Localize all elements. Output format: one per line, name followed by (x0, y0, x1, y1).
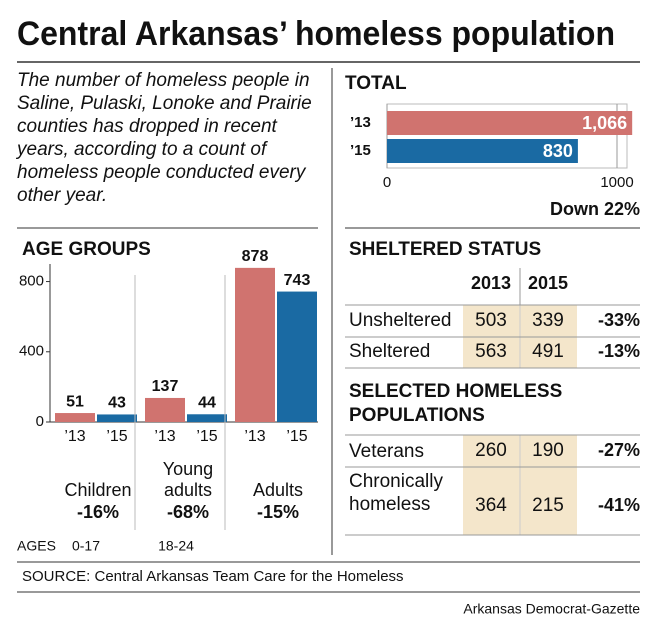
value-label: 51 (66, 393, 84, 410)
row-label: Chronically homeless (349, 471, 443, 515)
category-label: Children (64, 480, 132, 500)
table-cell: 491 (532, 341, 564, 362)
intro: The number of homeless people in Saline,… (17, 70, 312, 206)
category-label: Adults (252, 480, 304, 500)
column-header: 2015 (528, 273, 568, 293)
change-cell: -13% (598, 341, 640, 361)
table-cell: 260 (475, 440, 507, 461)
bar (387, 139, 578, 163)
panel-title: AGE GROUPS (22, 239, 151, 260)
row-label: Veterans (349, 441, 424, 462)
value-label: 830 (543, 141, 573, 161)
value-label: 1,066 (582, 113, 627, 133)
bar (187, 414, 227, 422)
value-label: 878 (242, 248, 269, 265)
change-label: -15% (257, 502, 299, 522)
y-tick-label: 800 (19, 273, 44, 290)
x-tick-label: ’15 (286, 428, 307, 445)
x-tick-label: ’15 (106, 428, 127, 445)
change-label: -68% (167, 502, 209, 522)
x-tick-label: 1000 (600, 174, 633, 191)
table-cell: 215 (532, 495, 564, 516)
change-cell: -33% (598, 310, 640, 330)
x-tick-label: 0 (383, 174, 391, 191)
y-tick-label: 400 (19, 343, 44, 360)
category-label: Young adults (162, 459, 214, 500)
bar (145, 397, 185, 422)
page-title: Central Arkansas’ homeless population (17, 15, 615, 53)
change-cell: -27% (598, 440, 640, 460)
y-tick-label: 0 (36, 413, 44, 430)
credit: Arkansas Democrat-Gazette (463, 601, 640, 617)
x-tick-label: ’13 (154, 428, 175, 445)
y-tick-label: ’13 (350, 114, 371, 131)
panel-title: TOTAL (345, 73, 407, 94)
column-header: 2013 (471, 273, 511, 293)
row-label: Sheltered (349, 341, 430, 362)
table-cell: 503 (475, 310, 507, 331)
x-tick-label: ’15 (196, 428, 217, 445)
x-tick-label: ’13 (244, 428, 265, 445)
value-label: 44 (198, 394, 216, 411)
table-cell: 364 (475, 495, 507, 516)
annotation: Down 22% (550, 199, 640, 219)
change-cell: -41% (598, 495, 640, 515)
bar (235, 267, 275, 422)
table-title: SHELTERED STATUS (349, 239, 541, 260)
table-title: SELECTED HOMELESS POPULATIONS (349, 381, 563, 426)
row-label: Unsheltered (349, 310, 451, 331)
y-tick-label: ’15 (350, 142, 371, 159)
bar (387, 111, 633, 135)
x-tick-label: ’13 (64, 428, 85, 445)
value-label: 43 (108, 395, 126, 412)
table-cell: 563 (475, 341, 507, 362)
table-cell: 190 (532, 440, 564, 461)
ages-label: AGES (17, 538, 56, 554)
table-cell: 339 (532, 310, 564, 331)
value-label: 743 (284, 272, 311, 289)
change-label: -16% (77, 502, 119, 522)
value-label: 137 (152, 378, 179, 395)
bar (97, 414, 137, 422)
bar (55, 413, 95, 422)
age-range: 0-17 (72, 538, 100, 554)
bar (277, 291, 317, 422)
source: SOURCE: Central Arkansas Team Care for t… (22, 568, 404, 585)
age-range: 18-24 (158, 538, 194, 554)
